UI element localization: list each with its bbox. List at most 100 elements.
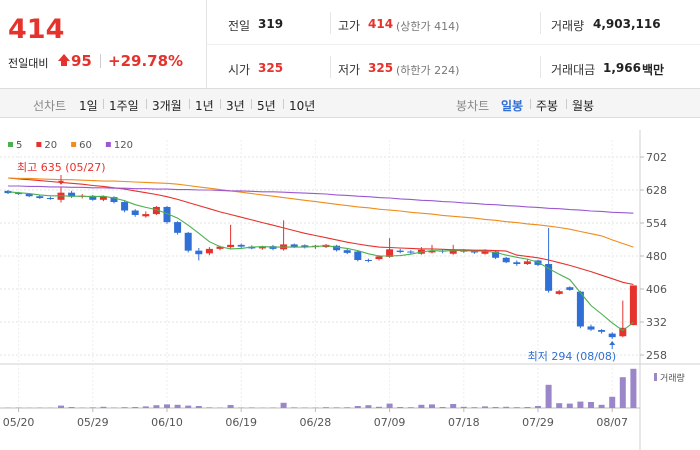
- volume-bar: [164, 404, 170, 408]
- candle-body: [343, 250, 351, 253]
- candle-body: [205, 248, 213, 254]
- period-tab[interactable]: 1년: [195, 99, 214, 113]
- volume-bar: [386, 403, 393, 408]
- divider: [330, 12, 331, 34]
- candle-body: [258, 247, 266, 249]
- period-tab[interactable]: 3개월: [152, 99, 182, 113]
- divider: [330, 56, 331, 78]
- volume-bar: [492, 407, 499, 408]
- divider: [540, 12, 541, 34]
- volume-bar: [609, 396, 616, 408]
- y-tick-label: 628: [646, 184, 667, 197]
- candle-body: [15, 193, 23, 195]
- field-note: (상한가 414): [396, 20, 460, 33]
- y-tick-label: 554: [646, 217, 667, 230]
- divider: [189, 99, 190, 109]
- candle-body: [121, 202, 129, 211]
- y-tick-label: 258: [646, 349, 667, 362]
- legend-label: 60: [79, 140, 92, 151]
- volume-bar: [630, 368, 637, 408]
- period-tab[interactable]: 5년: [257, 99, 276, 113]
- change-label: 전일대비: [8, 57, 49, 70]
- change-pct: +29.78%: [108, 52, 184, 70]
- candle-body: [555, 291, 563, 294]
- volume-bar: [566, 403, 573, 408]
- volume-bar: [206, 407, 213, 408]
- volume-bar: [365, 405, 372, 408]
- volume-bar: [58, 405, 64, 408]
- x-tick-label: 06/19: [225, 416, 257, 429]
- field-value: 414: [368, 17, 394, 31]
- candle-body: [110, 197, 118, 203]
- candle-body: [36, 196, 44, 199]
- legend-swatch: [654, 373, 657, 381]
- field-unit: 백만: [642, 63, 665, 77]
- volume-bar: [174, 404, 181, 408]
- candle-body: [449, 249, 457, 254]
- candle-body: [608, 333, 616, 338]
- volume-bar: [153, 405, 160, 408]
- volume-bar: [588, 402, 594, 408]
- x-tick-label: 05/20: [3, 416, 35, 429]
- candle-body: [513, 262, 521, 265]
- y-tick-label: 406: [646, 283, 667, 296]
- volume-bar: [333, 407, 340, 408]
- volume-bar: [248, 407, 255, 408]
- legend-swatch: [71, 142, 77, 147]
- field-value: 325: [258, 61, 284, 75]
- high-annotation: 최고 635 (05/27): [17, 161, 106, 174]
- candle-body: [598, 330, 606, 332]
- candle-body: [629, 285, 637, 326]
- candle-body: [163, 206, 171, 223]
- candle-tab-active[interactable]: 일봉: [501, 99, 524, 113]
- candle-body: [396, 250, 404, 252]
- candle-body: [587, 326, 595, 330]
- candle-body: [290, 244, 298, 247]
- volume-bar: [524, 407, 531, 408]
- volume-bar: [545, 384, 552, 408]
- volume-bar: [482, 406, 488, 408]
- volume-bar: [503, 406, 510, 408]
- x-tick-label: 07/18: [448, 416, 480, 429]
- candle-body: [131, 210, 139, 215]
- period-tab[interactable]: 1일: [79, 99, 98, 113]
- y-tick-label: 702: [646, 151, 667, 164]
- divider: [566, 99, 567, 109]
- period-tab[interactable]: 1주일: [109, 99, 139, 113]
- candle-body: [99, 196, 107, 200]
- field-label: 고가: [338, 19, 361, 33]
- volume-bar: [535, 406, 541, 408]
- candle-tab[interactable]: 월봉: [572, 99, 595, 113]
- y-tick-label: 480: [646, 250, 667, 263]
- field-value: 325: [368, 61, 394, 75]
- period-tab[interactable]: 3년: [226, 99, 245, 113]
- period-tabs: 선차트 1일 1주일 3개월 1년 3년 5년 10년 봉차트 일봉 주봉 월봉: [0, 88, 700, 118]
- field-label: 거래량: [551, 19, 585, 33]
- candle-body: [576, 291, 584, 327]
- candle-body: [354, 251, 362, 261]
- field-value: 319: [258, 17, 284, 31]
- annotation-arrowhead: [609, 340, 616, 345]
- candle-body: [492, 251, 500, 258]
- volume-bar: [142, 406, 149, 408]
- divider: [283, 99, 284, 109]
- quote-box: 414 전일대비 95 +29.78%: [0, 0, 207, 88]
- volume-bar: [195, 406, 202, 408]
- period-tab[interactable]: 10년: [289, 99, 316, 113]
- candle-tab[interactable]: 주봉: [536, 99, 559, 113]
- ma-line: [7, 177, 634, 286]
- volume-bar: [323, 407, 329, 408]
- volume-bar: [280, 402, 287, 408]
- x-tick-label: 06/10: [151, 416, 183, 429]
- volume-bar: [376, 406, 382, 408]
- candle-body: [375, 256, 383, 260]
- x-tick-label: 07/09: [374, 416, 406, 429]
- candle-body: [407, 251, 415, 253]
- quote-header: 414 전일대비 95 +29.78% 전일 319 고가 414 (상한가 4…: [0, 0, 700, 88]
- candle-body: [333, 245, 341, 251]
- volume-bar: [89, 407, 96, 408]
- chart: 258 332 406 480 554 628 702 05/20 05/29 06/10 06/1…: [0, 130, 700, 450]
- candle-body: [386, 249, 394, 257]
- candle-body: [89, 195, 97, 200]
